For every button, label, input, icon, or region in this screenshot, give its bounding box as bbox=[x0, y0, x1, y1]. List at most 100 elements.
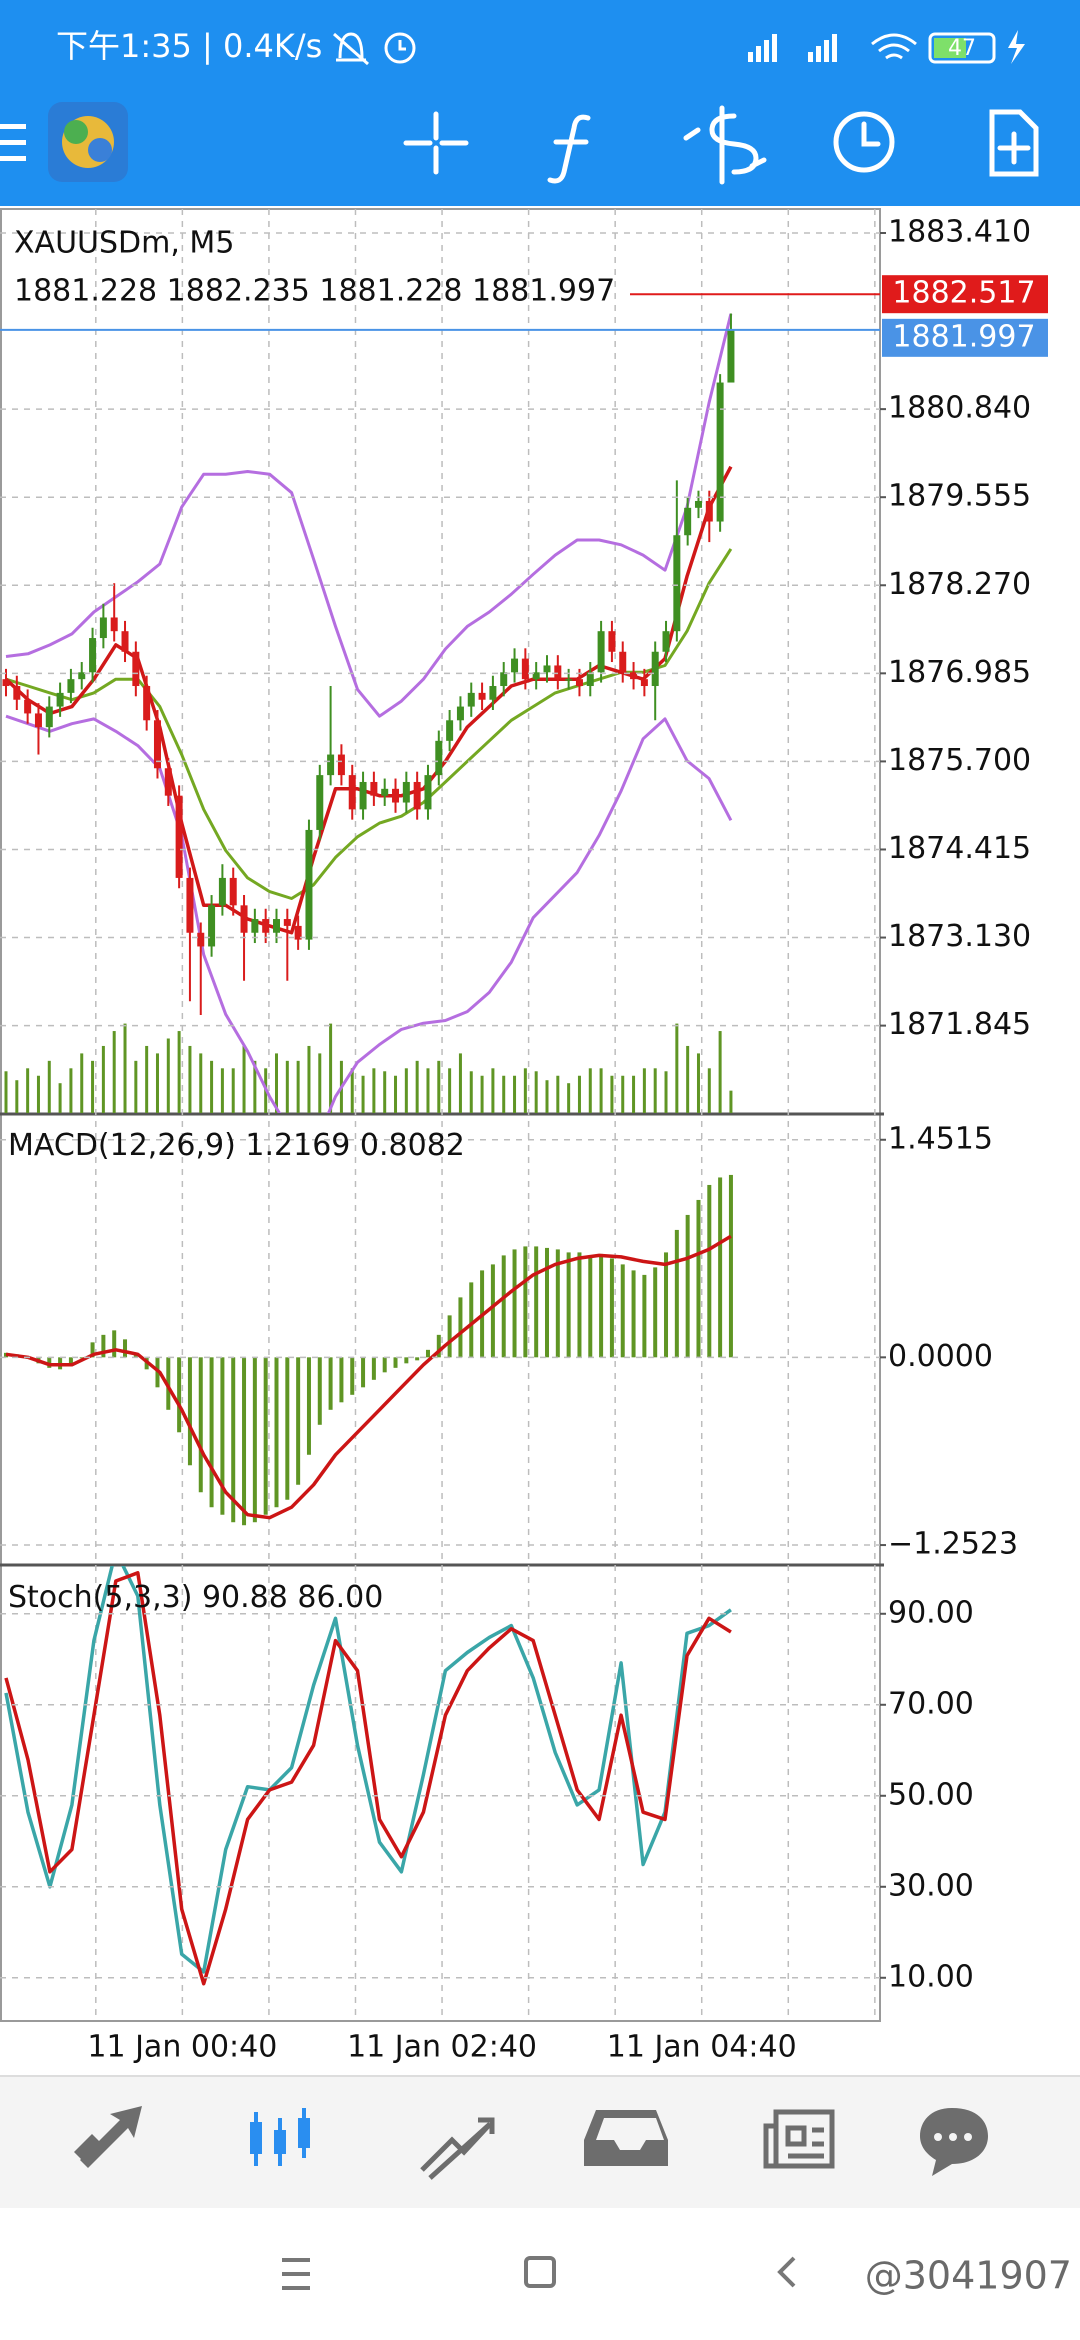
volume-bar bbox=[707, 1068, 711, 1113]
volume-bar bbox=[199, 1053, 203, 1113]
bid-tag bbox=[882, 318, 1048, 357]
news-tab[interactable] bbox=[763, 2109, 835, 2169]
candle-body bbox=[478, 692, 486, 700]
candle-body bbox=[34, 713, 42, 728]
y-tick-label: 0.0000 bbox=[888, 1339, 993, 1374]
chart-tab[interactable] bbox=[250, 2108, 310, 2166]
chat-tab[interactable] bbox=[920, 2108, 988, 2176]
volume-bar bbox=[491, 1068, 495, 1113]
timeframe-button[interactable] bbox=[833, 111, 895, 173]
macd-bar bbox=[112, 1330, 117, 1358]
crosshair-button[interactable] bbox=[403, 111, 469, 175]
macd-bar bbox=[90, 1342, 95, 1358]
volume-bar bbox=[318, 1053, 322, 1113]
system-back[interactable] bbox=[777, 2256, 796, 2288]
indicator-line bbox=[4, 1571, 732, 1986]
macd-legend: MACD(12,26,9) 1.2169 0.8082 bbox=[8, 1128, 465, 1163]
macd-bar bbox=[198, 1357, 203, 1493]
volume-bar bbox=[15, 1080, 19, 1113]
candle-body bbox=[359, 781, 367, 810]
macd-bar bbox=[436, 1334, 441, 1358]
macd-bar bbox=[425, 1349, 430, 1358]
ask-tag bbox=[882, 275, 1048, 314]
indicator-line bbox=[5, 1234, 732, 1520]
candle-body bbox=[532, 672, 540, 680]
volume-bar bbox=[361, 1075, 365, 1113]
volume-bar bbox=[253, 1060, 257, 1113]
candle-body bbox=[56, 692, 64, 707]
candle-body bbox=[543, 665, 551, 673]
macd-bar bbox=[469, 1282, 474, 1358]
battery-level bbox=[934, 38, 966, 58]
system-home[interactable] bbox=[524, 2256, 556, 2288]
macd-bar bbox=[707, 1184, 712, 1358]
macd-bar bbox=[631, 1270, 636, 1358]
ohlc-label: 1881.228 1882.235 1881.228 1881.997 bbox=[14, 274, 615, 309]
candle-body bbox=[662, 631, 670, 652]
y-tick-label: 1878.270 bbox=[888, 567, 1031, 602]
volume-bar bbox=[231, 1068, 235, 1113]
volume-bar bbox=[275, 1053, 278, 1113]
menu-button[interactable] bbox=[0, 124, 26, 161]
macd-bar bbox=[252, 1357, 257, 1523]
volume-bar bbox=[696, 1053, 700, 1113]
y-tick-label: 1879.555 bbox=[888, 479, 1031, 514]
macd-bar bbox=[101, 1334, 106, 1358]
macd-bar bbox=[296, 1357, 301, 1485]
system-menu[interactable] bbox=[282, 2258, 310, 2290]
history-tab[interactable] bbox=[584, 2110, 668, 2166]
x-tick-label: 11 Jan 04:40 bbox=[607, 2030, 797, 2065]
objects-button[interactable] bbox=[989, 109, 1039, 177]
macd-bar bbox=[599, 1253, 604, 1358]
volume-bar bbox=[285, 1060, 289, 1113]
candle-body bbox=[251, 919, 259, 933]
macd-bar bbox=[415, 1357, 420, 1361]
volume-bar bbox=[632, 1075, 636, 1113]
volume-bar bbox=[437, 1060, 441, 1113]
candle-body bbox=[402, 781, 410, 803]
candle-body bbox=[554, 665, 562, 680]
volume-bar bbox=[599, 1068, 603, 1113]
candle-body bbox=[208, 905, 216, 947]
candle-body bbox=[424, 775, 432, 810]
app-icon[interactable] bbox=[48, 102, 128, 182]
indicators-button[interactable] bbox=[547, 114, 591, 184]
x-tick-label: 11 Jan 00:40 bbox=[87, 2030, 277, 2065]
volume-bar bbox=[155, 1053, 159, 1113]
status-icons bbox=[333, 30, 1025, 66]
macd-bar bbox=[577, 1252, 582, 1358]
macd-bar bbox=[490, 1264, 495, 1358]
macd-bar bbox=[534, 1246, 539, 1358]
candle-body bbox=[694, 500, 702, 508]
volume-bar bbox=[545, 1080, 549, 1113]
volume-bar bbox=[36, 1075, 40, 1113]
macd-bar bbox=[242, 1357, 247, 1526]
indicator-line bbox=[5, 313, 733, 718]
battery-text: 47 bbox=[948, 36, 976, 61]
candle-body bbox=[348, 775, 356, 810]
trade-tab[interactable] bbox=[420, 2117, 495, 2180]
candle-body bbox=[500, 672, 508, 687]
macd-signal: 0.8082 bbox=[360, 1128, 465, 1163]
volume-bar bbox=[307, 1045, 311, 1113]
candle-body bbox=[489, 686, 497, 700]
volume-bar bbox=[4, 1071, 8, 1113]
candle-body bbox=[619, 651, 627, 673]
candle-body bbox=[337, 754, 345, 776]
candle-body bbox=[565, 679, 573, 681]
indicator-line bbox=[5, 548, 733, 900]
candle-body bbox=[651, 651, 659, 687]
macd-bar bbox=[653, 1267, 658, 1358]
macd-bar bbox=[555, 1249, 560, 1358]
trade-button[interactable] bbox=[683, 105, 767, 185]
volume-bar bbox=[123, 1023, 127, 1113]
axes: 1883.410 1880.840 1879.555 1878.270 1876.985… bbox=[0, 214, 1048, 2065]
macd-bar bbox=[47, 1357, 52, 1368]
macd-bar bbox=[523, 1246, 528, 1358]
volume-bar bbox=[588, 1068, 592, 1113]
candle-body bbox=[45, 706, 53, 728]
macd-bar bbox=[447, 1315, 452, 1358]
macd-bar bbox=[393, 1357, 398, 1368]
candle-body bbox=[218, 877, 226, 906]
quotes-tab[interactable] bbox=[74, 2106, 142, 2168]
